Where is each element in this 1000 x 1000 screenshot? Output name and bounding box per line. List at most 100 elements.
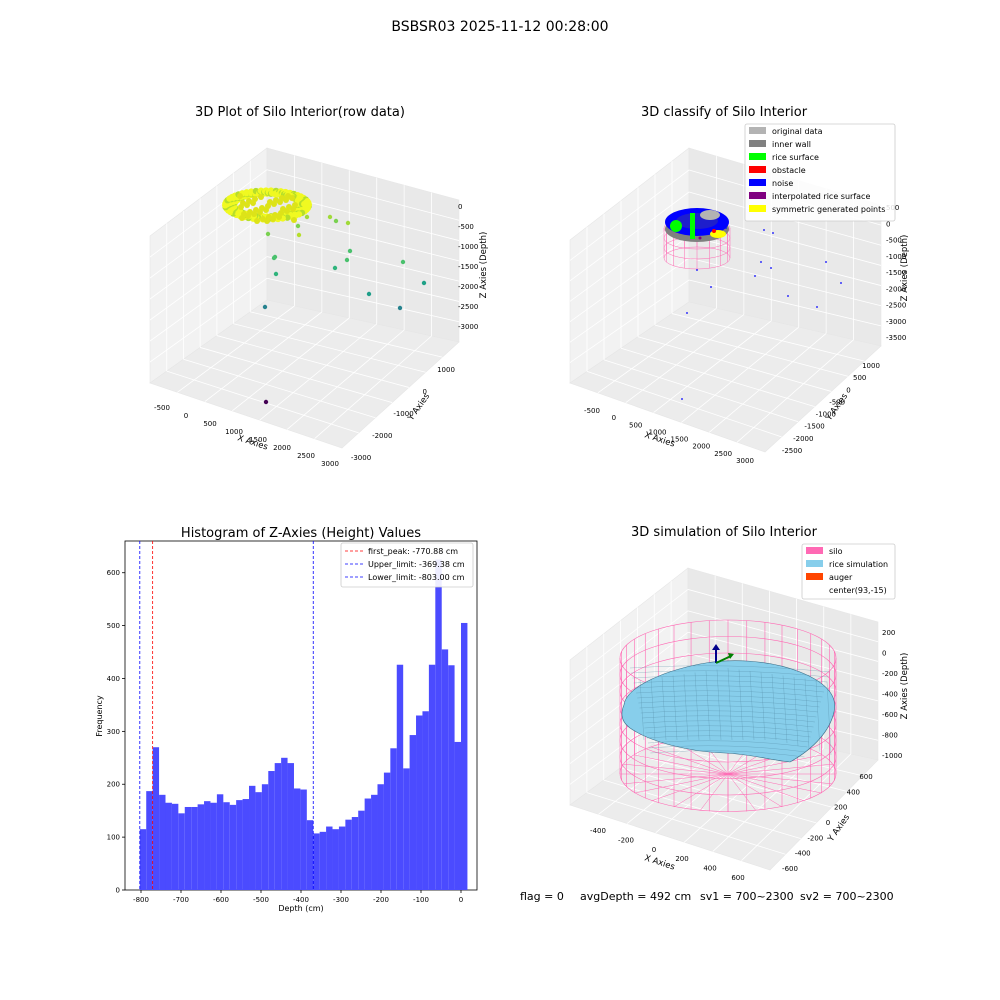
rice-mesh-line bbox=[634, 685, 825, 693]
raw-point bbox=[253, 207, 259, 213]
y-tick-label: 0 bbox=[846, 386, 850, 394]
x-tick-label: 3000 bbox=[321, 460, 339, 468]
legend-frame bbox=[744, 123, 896, 222]
legend-label: rice surface bbox=[772, 153, 819, 162]
y-tick-label: 200 bbox=[107, 781, 120, 789]
histogram-bar bbox=[300, 789, 307, 890]
y-tick-label: 400 bbox=[847, 788, 860, 796]
y-tick-label: -500 bbox=[829, 398, 845, 406]
rice-mesh-line bbox=[661, 676, 667, 741]
y-tick-label: -1000 bbox=[816, 411, 836, 419]
grid-line bbox=[266, 234, 460, 282]
rice-mesh-line bbox=[635, 690, 823, 698]
simulation-plot-title: 3D simulation of Silo Interior bbox=[631, 525, 818, 540]
grid-line bbox=[250, 311, 443, 358]
legend-label: inner wall bbox=[772, 140, 811, 149]
x-tick-label: 500 bbox=[629, 421, 642, 429]
x-tick-label: 0 bbox=[184, 412, 188, 420]
legend-swatch bbox=[806, 560, 823, 567]
histogram-lines bbox=[139, 541, 314, 890]
z-tick-label: -1500 bbox=[886, 269, 906, 277]
y-tick-label: -400 bbox=[795, 850, 811, 858]
z-tick-label: -600 bbox=[882, 711, 898, 719]
raw-point bbox=[247, 209, 253, 215]
legend-label: obstacle bbox=[772, 166, 806, 175]
rice-mesh-line bbox=[637, 695, 822, 703]
histogram-bar bbox=[377, 784, 384, 890]
x-tick-label: 500 bbox=[203, 420, 216, 428]
legend-swatch bbox=[749, 153, 766, 160]
legend-label: Upper_limit: -369.38 cm bbox=[368, 560, 465, 569]
classify-3d-plot: 3D classify of Silo Interior -5000500100… bbox=[569, 105, 910, 465]
rice-mesh-line bbox=[672, 675, 678, 741]
raw-point bbox=[304, 214, 310, 220]
legend-swatch bbox=[749, 140, 766, 147]
grid-line bbox=[149, 256, 268, 342]
histogram-bar bbox=[236, 800, 243, 890]
floor-pane bbox=[569, 717, 879, 871]
rice-mesh-line bbox=[705, 670, 711, 741]
legend-label: Lower_limit: -803.00 cm bbox=[368, 573, 465, 582]
simulation-plot-xlabel: X Axies bbox=[643, 853, 676, 872]
status-sv2: sv2 = 700~2300 bbox=[800, 890, 894, 903]
raw-point bbox=[305, 201, 312, 208]
histogram-bar bbox=[242, 799, 250, 890]
x-tick-label: -600 bbox=[213, 896, 229, 904]
y-tick-label: 500 bbox=[107, 622, 120, 630]
rice-mesh-line bbox=[645, 730, 811, 738]
histogram-bar bbox=[364, 798, 372, 890]
obstacle-point bbox=[712, 229, 716, 233]
histogram-bar bbox=[319, 831, 327, 890]
legend-swatch bbox=[749, 205, 766, 212]
x-tick-label: 1500 bbox=[671, 436, 689, 444]
z-tick-label: -800 bbox=[882, 732, 898, 740]
x-tick-label: 2000 bbox=[273, 444, 291, 452]
histogram-bar bbox=[454, 741, 461, 890]
histogram-bar bbox=[396, 664, 404, 890]
silo-floor-spoke bbox=[651, 773, 729, 802]
grid-line bbox=[688, 257, 882, 307]
z-tick-label: -1500 bbox=[458, 263, 478, 271]
histogram-bar bbox=[358, 810, 365, 890]
x-tick-label: 2000 bbox=[692, 443, 710, 451]
histogram-bar bbox=[313, 833, 320, 890]
raw-point bbox=[400, 259, 406, 265]
grid-line bbox=[671, 313, 865, 362]
original-points bbox=[700, 210, 720, 220]
simulation-plot-zlabel: Z Axies (Depth) bbox=[900, 653, 910, 720]
auger-arrow-y bbox=[715, 655, 732, 664]
rice-mesh-line bbox=[632, 675, 828, 683]
raw-point bbox=[279, 195, 285, 201]
x-tick-label: 1000 bbox=[225, 428, 243, 436]
rice-mesh-line bbox=[644, 725, 813, 733]
y-tick-label: 0 bbox=[423, 388, 427, 396]
x-tick-label: -200 bbox=[618, 836, 634, 844]
histogram-bar bbox=[274, 763, 282, 890]
noise-point bbox=[770, 267, 772, 269]
grid-line bbox=[709, 333, 827, 433]
y-tick-label: 600 bbox=[859, 773, 872, 781]
rice-mesh-line bbox=[749, 670, 755, 741]
rice-mesh-line bbox=[631, 670, 829, 678]
z-tick-label: 0 bbox=[882, 650, 886, 658]
y-tick-label: -3000 bbox=[351, 454, 371, 462]
silo-floor-spoke bbox=[727, 773, 783, 808]
silo-floor-spoke bbox=[727, 773, 757, 811]
histogram-title: Histogram of Z-Axies (Height) Values bbox=[181, 526, 421, 541]
simulation-3d-plot: 3D simulation of Silo Interior -400 -200 0… bbox=[569, 525, 910, 882]
histogram-bar bbox=[223, 802, 230, 890]
raw-point bbox=[344, 257, 350, 263]
raw-point bbox=[347, 248, 353, 254]
raw-plot-title: 3D Plot of Silo Interior(row data) bbox=[195, 105, 405, 120]
x-tick-label: 200 bbox=[675, 855, 688, 863]
raw-point bbox=[252, 196, 258, 202]
legend-label: symmetric generated points bbox=[772, 205, 885, 214]
histogram-bar bbox=[255, 792, 262, 890]
simulation-plot-ticks: -400-20002004006006004002000-200-400-600… bbox=[590, 629, 902, 882]
z-tick-label: -500 bbox=[458, 223, 474, 231]
z-tick-label: 200 bbox=[882, 629, 895, 637]
noise-point bbox=[725, 227, 727, 229]
histogram-ticks: -800 -700 -600 -500 -400 -300 -200 -100 0 0 100 200… bbox=[107, 569, 464, 904]
noise-point bbox=[754, 275, 756, 277]
raw-point bbox=[272, 212, 278, 218]
